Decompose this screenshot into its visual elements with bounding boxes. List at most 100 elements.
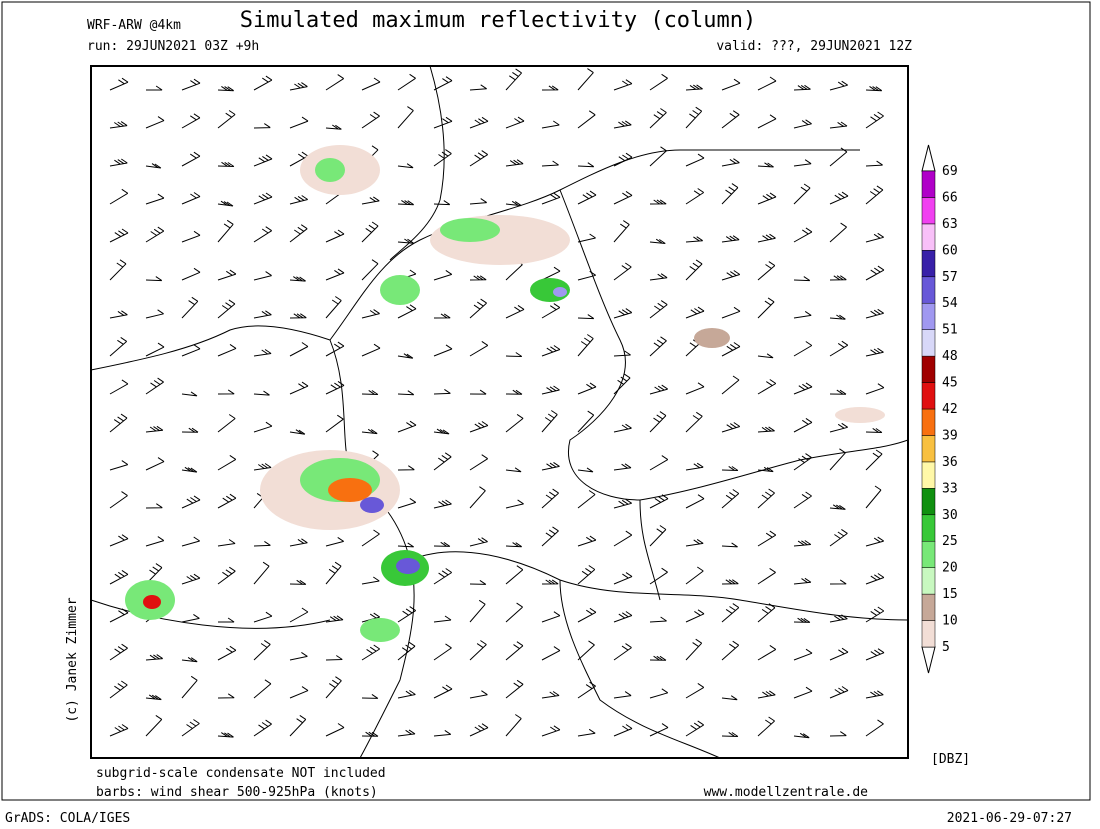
wind-barb	[361, 259, 379, 281]
wind-barb	[145, 377, 164, 395]
wind-barb	[217, 161, 235, 167]
wind-barb	[865, 719, 884, 737]
wind-barb	[829, 422, 848, 433]
wind-barb	[757, 716, 775, 737]
wind-barb	[253, 226, 272, 243]
wind-barb	[613, 262, 632, 281]
wind-barb	[577, 68, 594, 91]
wind-barb	[145, 563, 163, 585]
wind-barb	[181, 427, 199, 433]
wind-barb	[505, 542, 522, 548]
wind-barb	[865, 383, 885, 395]
wind-barb	[217, 110, 236, 129]
wind-barb	[469, 84, 487, 91]
echo	[360, 618, 400, 642]
map	[90, 65, 909, 759]
wind-barb	[829, 80, 848, 91]
wind-barb	[361, 309, 380, 319]
wind-barb	[577, 490, 596, 509]
wind-barb	[505, 304, 525, 319]
wind-barb	[685, 411, 703, 433]
wind-barb	[181, 656, 198, 663]
wind-barb	[793, 341, 813, 357]
wind-barb	[757, 297, 775, 319]
wind-barb	[109, 569, 129, 585]
wind-barb	[505, 641, 524, 661]
wind-barb	[865, 347, 884, 357]
wind-barb	[181, 391, 198, 397]
wind-barb	[361, 343, 381, 357]
wind-barb	[325, 380, 345, 395]
colorbar-label: 69	[942, 164, 958, 179]
echo	[553, 287, 567, 297]
wind-barb	[433, 344, 453, 357]
colorbar-box	[921, 488, 936, 516]
colorbar-label: 30	[942, 508, 958, 523]
wind-barb	[649, 567, 668, 585]
border	[409, 551, 909, 621]
wind-barb	[721, 78, 741, 91]
wind-barb	[433, 149, 452, 167]
wind-barb	[469, 690, 488, 699]
wind-barb	[541, 85, 559, 91]
echo	[315, 158, 345, 182]
colorbar-box	[921, 170, 936, 198]
colorbar-label: 54	[942, 296, 958, 311]
wind-barb	[685, 720, 704, 737]
wind-barb	[145, 654, 163, 661]
wind-barb	[541, 120, 560, 129]
wind-barb	[181, 192, 201, 205]
wind-barb	[361, 731, 379, 737]
wind-barb	[469, 579, 487, 585]
wind-barb	[721, 465, 739, 471]
wind-barb	[613, 220, 630, 243]
wind-barb	[757, 379, 777, 395]
wind-barb	[793, 159, 812, 167]
wind-barb	[397, 465, 415, 471]
wind-barb	[613, 724, 633, 737]
wind-barb	[469, 486, 486, 509]
border	[559, 189, 909, 501]
wind-barb	[721, 306, 741, 319]
wind-barb	[829, 448, 846, 471]
wind-barb	[649, 108, 667, 129]
wind-barb	[325, 124, 342, 130]
wind-barb	[289, 651, 308, 661]
wind-barb	[613, 308, 633, 319]
colorbar-box	[921, 329, 936, 357]
wind-barb	[109, 608, 129, 623]
wind-barb	[829, 389, 847, 395]
wind-barb	[181, 230, 201, 243]
wind-barb	[469, 723, 489, 737]
wind-barb	[217, 693, 235, 699]
wind-barb	[793, 648, 813, 661]
wind-barb	[793, 84, 811, 91]
wind-barb	[217, 200, 234, 207]
wind-barb	[397, 420, 417, 433]
wind-barb	[469, 150, 488, 167]
wind-barb	[793, 382, 813, 395]
wind-barb	[865, 536, 884, 547]
wind-barb	[613, 373, 631, 395]
wind-barb	[829, 191, 849, 205]
wind-barb	[469, 275, 487, 281]
colorbar-box	[921, 540, 936, 568]
wind-barb	[469, 389, 487, 395]
wind-barb	[181, 113, 201, 129]
wind-barb	[325, 229, 345, 243]
wind-barb	[829, 147, 848, 167]
wind-barb	[109, 680, 128, 699]
colorbar-label: 48	[942, 349, 958, 364]
wind-barb	[253, 611, 273, 623]
wind-barb	[577, 190, 597, 205]
wind-barb	[109, 228, 129, 243]
colorbar: 5 10 15 20 25 30 33 36 39 42 45 48 51 54 57 60 63 66 69	[921, 144, 958, 674]
wind-barb	[325, 74, 344, 91]
colorbar-label: 63	[942, 217, 958, 232]
wind-barb	[433, 499, 452, 509]
wind-barb	[649, 655, 667, 661]
unit-label: [DBZ]	[931, 752, 970, 767]
model-label: WRF-ARW @4km	[87, 18, 181, 33]
echo	[328, 478, 372, 502]
wind-barb	[577, 110, 596, 129]
